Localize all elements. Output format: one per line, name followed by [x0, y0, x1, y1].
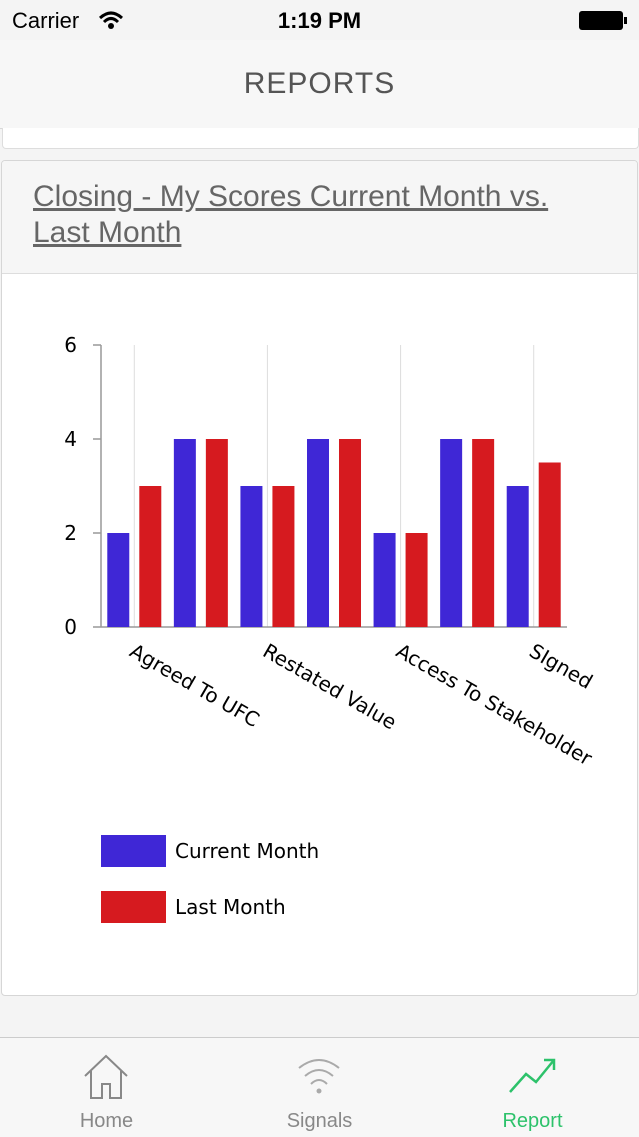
tab-label: Signals [286, 1110, 353, 1132]
clock: 1:19 PM [277, 8, 362, 33]
bar [440, 439, 463, 627]
report-card: Closing - My Scores Current Month vs. La… [1, 160, 638, 996]
bar [472, 439, 495, 627]
legend-swatch [101, 835, 166, 867]
x-tick-label: Restated Value [259, 639, 401, 735]
card-header: Closing - My Scores Current Month vs. La… [2, 161, 637, 274]
bar [240, 486, 263, 627]
tab-label: Home [79, 1110, 134, 1132]
bar [373, 533, 396, 627]
status-bar: Carrier 1:19 PM [0, 0, 639, 40]
card-title[interactable]: Closing - My Scores Current Month vs. La… [33, 180, 549, 249]
tab-home[interactable]: Home [0, 1038, 213, 1137]
nav-bar: REPORTS [0, 40, 639, 129]
bar [107, 533, 130, 627]
nav-title: REPORTS [243, 67, 396, 100]
bar [405, 533, 428, 627]
home-icon [84, 1054, 128, 1099]
y-tick-label: 6 [64, 333, 77, 357]
x-tick-label: Agreed To UFC [126, 639, 264, 732]
tab-label: Report [502, 1110, 563, 1132]
y-tick-label: 2 [64, 521, 77, 545]
bar [339, 439, 361, 627]
bar [173, 439, 196, 627]
bar [139, 486, 162, 627]
bar [506, 486, 529, 627]
legend-label: Current Month [175, 839, 319, 863]
tab-signals[interactable]: Signals [213, 1038, 426, 1137]
bar [272, 486, 295, 627]
legend-swatch [101, 891, 166, 923]
report-icon [509, 1058, 556, 1093]
bar [205, 439, 228, 627]
previous-card [2, 128, 639, 149]
signals-icon [298, 1059, 340, 1094]
wifi-icon [98, 11, 124, 29]
legend-label: Last Month [175, 895, 286, 919]
tab-bar: Home Signals Report [0, 1037, 639, 1137]
bar [307, 439, 329, 627]
y-tick-label: 0 [64, 615, 77, 639]
y-tick-label: 4 [64, 427, 77, 451]
x-tick-label: SIgned [525, 639, 597, 694]
battery-icon [579, 11, 627, 30]
carrier: Carrier [12, 8, 80, 33]
tab-report[interactable]: Report [426, 1038, 639, 1137]
bar [538, 462, 561, 627]
